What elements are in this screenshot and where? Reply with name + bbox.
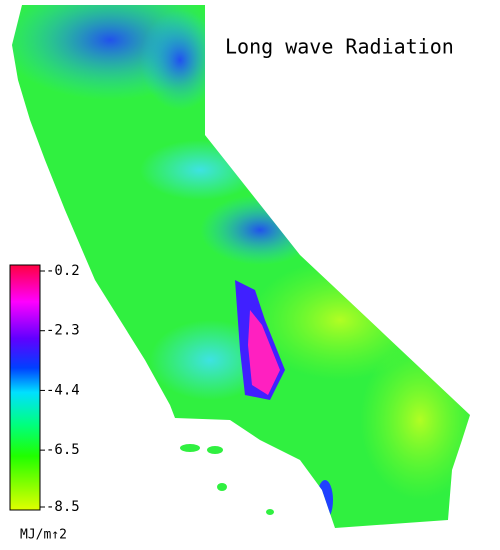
tick-label: -4.4 bbox=[46, 382, 80, 398]
tick-label: -8.5 bbox=[46, 499, 80, 515]
tick-label: -6.5 bbox=[46, 442, 80, 458]
colorbar bbox=[9, 264, 41, 511]
tick-label: -0.2 bbox=[46, 263, 80, 279]
colorbar-ticks: -0.2 -2.3 -4.4 -6.5 -8.5 bbox=[40, 263, 80, 515]
map-title: Long wave Radiation bbox=[225, 35, 454, 59]
colorbar-unit: MJ/m↑2 bbox=[20, 528, 67, 543]
tick-label: -2.3 bbox=[46, 323, 80, 339]
